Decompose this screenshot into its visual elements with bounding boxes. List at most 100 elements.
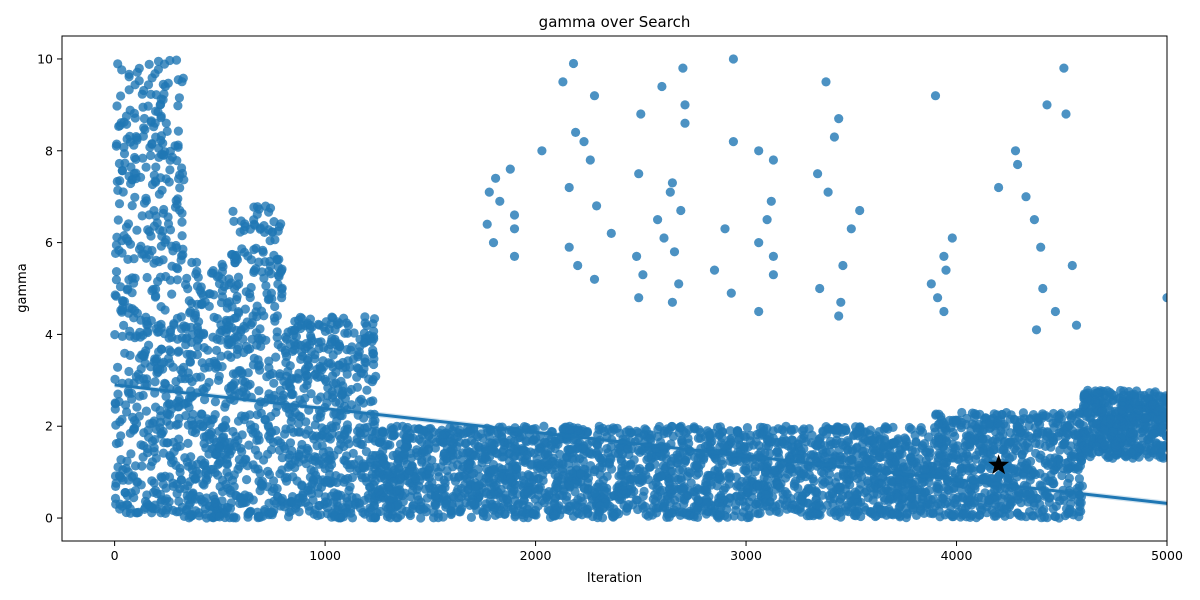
data-point — [522, 437, 532, 447]
data-point — [297, 481, 307, 491]
data-point — [565, 425, 575, 435]
data-point — [172, 313, 182, 323]
data-point — [454, 499, 464, 509]
data-point — [340, 328, 350, 338]
data-point — [164, 497, 174, 507]
data-point — [544, 487, 554, 497]
data-point — [442, 456, 452, 466]
data-point — [325, 469, 335, 480]
data-point — [184, 402, 194, 413]
data-point — [153, 64, 163, 74]
data-point — [231, 490, 241, 500]
data-point — [933, 487, 943, 497]
data-point — [159, 89, 169, 99]
data-point — [225, 503, 236, 513]
data-point — [629, 486, 639, 497]
data-point — [266, 507, 276, 517]
data-point — [1127, 412, 1137, 422]
data-point — [606, 442, 616, 452]
data-point — [900, 441, 910, 451]
data-point — [704, 431, 714, 441]
data-point — [364, 331, 374, 341]
data-point — [237, 368, 247, 378]
data-point — [156, 99, 166, 110]
data-point — [530, 494, 540, 504]
data-point — [177, 77, 187, 87]
data-point — [252, 209, 262, 219]
data-point — [194, 317, 204, 327]
data-point — [144, 59, 154, 69]
data-point — [647, 510, 658, 520]
data-point — [731, 500, 741, 510]
data-point — [214, 279, 225, 289]
data-point — [817, 475, 828, 485]
data-point — [438, 512, 448, 522]
data-point — [533, 439, 544, 449]
data-point — [111, 439, 121, 449]
data-point — [184, 513, 194, 523]
data-point — [120, 348, 130, 358]
data-point — [346, 504, 356, 514]
data-point — [277, 293, 287, 303]
data-point — [618, 485, 629, 495]
data-point — [210, 498, 220, 508]
data-point — [400, 443, 410, 453]
data-point — [996, 444, 1006, 454]
data-point — [383, 439, 393, 450]
data-point — [315, 372, 325, 382]
data-point — [175, 183, 185, 193]
data-point — [836, 512, 846, 522]
data-point — [608, 511, 618, 521]
data-point — [1073, 465, 1083, 475]
data-point — [185, 306, 196, 316]
data-point — [118, 296, 128, 306]
data-point — [233, 272, 244, 282]
data-point — [158, 138, 168, 148]
data-point — [759, 426, 769, 436]
data-point — [332, 477, 342, 488]
data-point — [1059, 438, 1069, 449]
data-point — [726, 433, 737, 444]
data-point — [342, 434, 352, 444]
data-point — [564, 480, 574, 490]
data-point — [175, 467, 185, 477]
data-point — [346, 460, 356, 470]
data-point — [949, 509, 959, 520]
data-point — [226, 278, 236, 288]
data-point — [868, 459, 879, 469]
data-point — [1072, 416, 1082, 427]
data-point — [264, 356, 274, 366]
data-point — [142, 316, 152, 326]
data-point — [222, 467, 232, 477]
data-point — [221, 479, 231, 490]
data-point — [464, 460, 474, 470]
data-point — [1144, 437, 1154, 448]
data-point — [568, 454, 578, 464]
data-point — [150, 377, 160, 387]
data-point — [629, 455, 639, 465]
data-point — [208, 414, 218, 424]
data-point — [1161, 431, 1167, 441]
data-point — [1149, 429, 1159, 439]
data-point — [352, 372, 362, 382]
data-point — [124, 69, 134, 79]
data-point — [401, 506, 412, 516]
data-point — [1099, 425, 1109, 435]
data-point — [284, 378, 294, 388]
data-point — [550, 493, 560, 503]
data-point — [619, 500, 629, 510]
data-point — [162, 126, 172, 136]
data-point — [786, 444, 797, 454]
data-point — [1020, 441, 1030, 451]
data-point — [856, 511, 866, 522]
data-point — [583, 507, 593, 518]
data-point — [677, 486, 687, 496]
data-point — [965, 442, 975, 452]
data-point — [204, 434, 215, 445]
data-point — [261, 201, 271, 211]
data-point — [1127, 427, 1137, 437]
data-point — [113, 185, 123, 195]
data-point — [151, 162, 161, 172]
data-point — [847, 445, 858, 455]
